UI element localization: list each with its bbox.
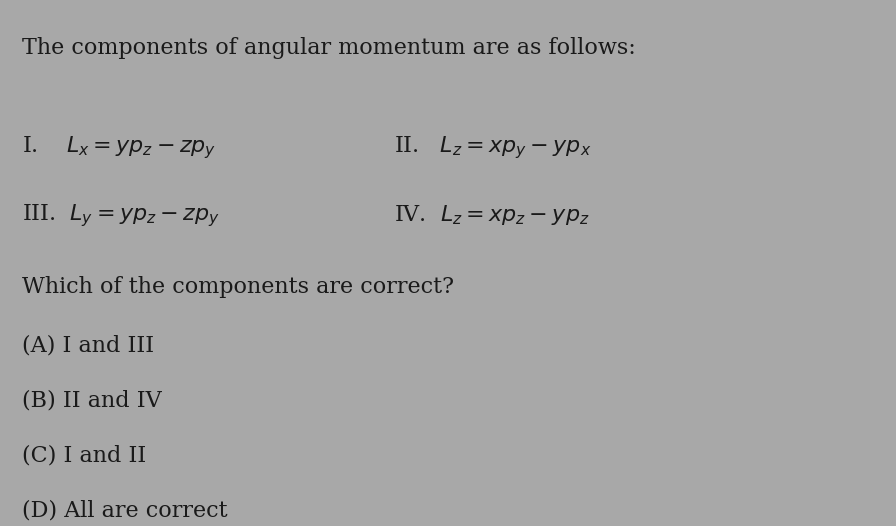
Text: II.   $L_z = xp_y - yp_x$: II. $L_z = xp_y - yp_x$	[394, 134, 591, 161]
Text: IV.  $L_z = xp_z - yp_z$: IV. $L_z = xp_z - yp_z$	[394, 203, 590, 227]
Text: (D) All are correct: (D) All are correct	[22, 500, 228, 522]
Text: (A) I and III: (A) I and III	[22, 334, 154, 356]
Text: (B) II and IV: (B) II and IV	[22, 389, 162, 411]
Text: I.    $L_x = yp_z - zp_y$: I. $L_x = yp_z - zp_y$	[22, 134, 217, 161]
Text: (C) I and II: (C) I and II	[22, 444, 147, 467]
Text: Which of the components are correct?: Which of the components are correct?	[22, 276, 454, 298]
Text: The components of angular momentum are as follows:: The components of angular momentum are a…	[22, 37, 636, 59]
Text: III.  $L_y = yp_z - zp_y$: III. $L_y = yp_z - zp_y$	[22, 203, 220, 229]
